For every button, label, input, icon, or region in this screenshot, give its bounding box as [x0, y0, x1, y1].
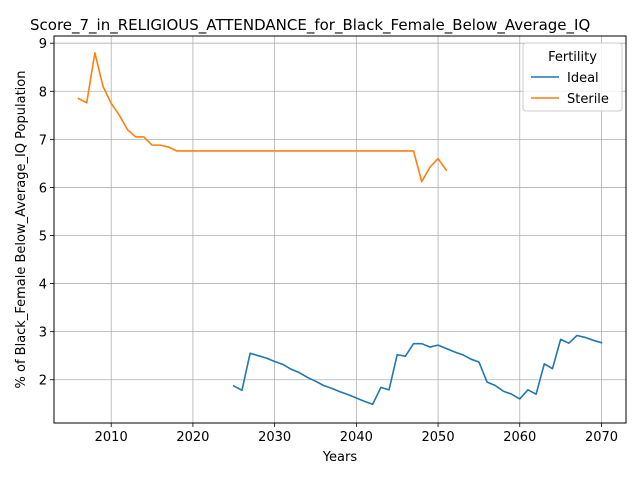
y-axis-label: % of Black_Female Below_Average_IQ Popul…	[14, 71, 29, 389]
ticks: 2010 2020 2030 2040 2050 2060 2070 2 3 4 5 6 7 8 9	[39, 37, 618, 445]
legend-entries: Ideal Sterile	[531, 71, 609, 107]
plot-frame	[53, 35, 627, 424]
x-tick-label: 2030	[258, 430, 291, 445]
series-layer	[77, 52, 603, 406]
series-line-sterile	[77, 52, 448, 183]
x-tick-label: 2070	[585, 430, 618, 445]
x-axis-label: Years	[322, 450, 358, 465]
legend: Fertility Ideal Sterile	[522, 42, 623, 112]
x-tick-label: 2020	[176, 430, 209, 445]
legend-title: Fertility	[548, 50, 597, 65]
y-tick-label: 3	[39, 326, 47, 341]
y-tick-label: 2	[39, 374, 47, 389]
y-tick-label: 6	[39, 181, 47, 196]
chart-title: Score_7_in_RELIGIOUS_ATTENDANCE_for_Blac…	[30, 16, 590, 35]
y-tick-label: 4	[39, 278, 47, 293]
legend-box	[522, 42, 623, 112]
y-tick-label: 8	[39, 85, 47, 100]
series-line-ideal	[232, 334, 603, 406]
y-tick-label: 9	[39, 37, 47, 52]
legend-label-ideal: Ideal	[567, 71, 599, 86]
x-tick-label: 2060	[503, 430, 536, 445]
x-tick-label: 2050	[422, 430, 455, 445]
legend-label-sterile: Sterile	[567, 92, 609, 107]
y-tick-label: 5	[39, 230, 47, 245]
x-tick-label: 2040	[340, 430, 373, 445]
x-tick-label: 2010	[95, 430, 128, 445]
y-tick-label: 7	[39, 133, 47, 148]
